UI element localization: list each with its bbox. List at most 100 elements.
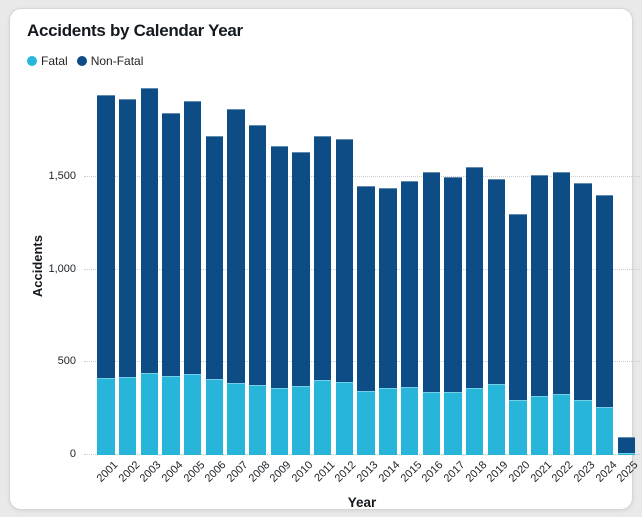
legend-dot-icon [27, 56, 37, 66]
bar-2021[interactable] [530, 175, 549, 455]
x-tick-2005: 2005 [181, 459, 208, 485]
x-tick-2013: 2013 [354, 459, 381, 485]
x-tick-2025: 2025 [614, 459, 641, 485]
bar-segment-fatal[interactable] [140, 372, 159, 455]
bar-2007[interactable] [227, 108, 245, 455]
bar-segment-fatal[interactable] [357, 391, 375, 455]
bar-segment-nonfatal[interactable] [314, 136, 332, 380]
bar-segment-fatal[interactable] [379, 388, 397, 455]
bar-segment-fatal[interactable] [422, 392, 440, 455]
bar-segment-nonfatal[interactable] [595, 194, 614, 407]
bar-segment-nonfatal[interactable] [140, 88, 159, 373]
bar-2004[interactable] [162, 113, 180, 455]
x-tick-2019: 2019 [484, 459, 511, 485]
bar-2002[interactable] [118, 99, 137, 455]
bar-2025[interactable] [617, 437, 635, 455]
x-tick-2011: 2011 [312, 459, 338, 485]
bar-segment-fatal[interactable] [400, 387, 419, 455]
bar-2024[interactable] [595, 194, 614, 455]
bar-2015[interactable] [400, 180, 419, 455]
legend-dot-icon [76, 56, 87, 66]
bar-segment-nonfatal[interactable] [292, 152, 310, 387]
bar-segment-fatal[interactable] [444, 392, 462, 455]
bar-segment-fatal[interactable] [465, 388, 484, 455]
bar-segment-nonfatal[interactable] [617, 437, 635, 454]
bar-2022[interactable] [552, 171, 570, 455]
bar-2023[interactable] [574, 182, 592, 455]
bar-segment-nonfatal[interactable] [552, 171, 570, 394]
bar-segment-nonfatal[interactable] [574, 182, 592, 401]
bar-2020[interactable] [509, 214, 527, 455]
bar-segment-fatal[interactable] [617, 453, 635, 455]
bar-segment-nonfatal[interactable] [249, 125, 267, 385]
bar-2010[interactable] [292, 152, 310, 455]
bar-segment-nonfatal[interactable] [162, 113, 180, 377]
bar-segment-nonfatal[interactable] [465, 166, 484, 389]
bar-segment-fatal[interactable] [595, 406, 614, 455]
bar-segment-fatal[interactable] [205, 379, 224, 455]
bar-segment-fatal[interactable] [574, 400, 592, 455]
x-tick-2020: 2020 [506, 459, 533, 485]
bar-segment-fatal[interactable] [530, 395, 549, 455]
y-tick-label: 1,000 [48, 262, 76, 275]
bar-segment-nonfatal[interactable] [487, 178, 505, 384]
bar-2006[interactable] [205, 136, 224, 455]
bar-segment-fatal[interactable] [335, 381, 354, 455]
bar-segment-fatal[interactable] [487, 383, 505, 455]
x-tick-2007: 2007 [224, 459, 251, 485]
bar-segment-nonfatal[interactable] [118, 99, 137, 378]
bar-segment-nonfatal[interactable] [270, 145, 289, 389]
bar-segment-nonfatal[interactable] [509, 214, 527, 401]
bar-segment-fatal[interactable] [118, 377, 137, 455]
bar-segment-nonfatal[interactable] [205, 136, 224, 380]
bar-2011[interactable] [314, 136, 332, 455]
legend-item-nonfatal[interactable]: Non-Fatal [76, 54, 144, 68]
legend-label-nonfatal: Non-Fatal [90, 54, 144, 68]
bar-segment-fatal[interactable] [552, 393, 570, 455]
x-tick-2021: 2021 [528, 459, 555, 485]
bar-2008[interactable] [249, 125, 267, 455]
x-tick-2008: 2008 [246, 459, 273, 485]
bar-segment-fatal[interactable] [270, 388, 289, 455]
bar-segment-fatal[interactable] [292, 386, 310, 455]
bar-2003[interactable] [140, 88, 159, 455]
legend-item-fatal[interactable]: Fatal [27, 54, 68, 68]
bar-2013[interactable] [357, 186, 375, 455]
x-tick-2023: 2023 [571, 459, 598, 485]
bar-segment-fatal[interactable] [227, 382, 245, 455]
x-axis-ticks: 2001 2002 2003 2004 2005 2006 2007 2008 2009 2010… [84, 459, 641, 499]
bar-2014[interactable] [379, 188, 397, 455]
x-tick-2015: 2015 [398, 459, 425, 485]
bar-2009[interactable] [270, 145, 289, 455]
bar-segment-fatal[interactable] [509, 400, 527, 455]
bar-segment-nonfatal[interactable] [227, 108, 245, 383]
bar-segment-nonfatal[interactable] [379, 188, 397, 389]
bar-segment-fatal[interactable] [314, 379, 332, 455]
bar-2016[interactable] [422, 171, 440, 455]
bar-segment-fatal[interactable] [162, 376, 180, 455]
bar-segment-fatal[interactable] [97, 378, 115, 455]
y-tick-label: 0 [69, 448, 76, 460]
bar-2017[interactable] [444, 177, 462, 455]
bar-segment-fatal[interactable] [249, 384, 267, 455]
bar-2001[interactable] [97, 94, 115, 455]
bar-segment-fatal[interactable] [184, 374, 202, 455]
x-tick-2014: 2014 [376, 459, 403, 485]
bar-2018[interactable] [465, 166, 484, 455]
bar-segment-nonfatal[interactable] [357, 186, 375, 392]
bar-segment-nonfatal[interactable] [530, 175, 549, 396]
bar-2012[interactable] [335, 139, 354, 455]
gridline [84, 176, 640, 178]
bar-2019[interactable] [487, 178, 505, 455]
bar-2005[interactable] [184, 101, 202, 455]
bar-segment-nonfatal[interactable] [97, 94, 115, 379]
legend: Fatal Non-Fatal [27, 54, 143, 68]
y-tick-label: 1,500 [48, 170, 76, 183]
plot-area [84, 78, 640, 455]
bar-segment-nonfatal[interactable] [400, 180, 419, 388]
bar-segment-nonfatal[interactable] [422, 171, 440, 393]
bar-segment-nonfatal[interactable] [335, 139, 354, 382]
bar-segment-nonfatal[interactable] [184, 101, 202, 375]
x-tick-2024: 2024 [593, 459, 620, 485]
bar-segment-nonfatal[interactable] [444, 177, 462, 393]
